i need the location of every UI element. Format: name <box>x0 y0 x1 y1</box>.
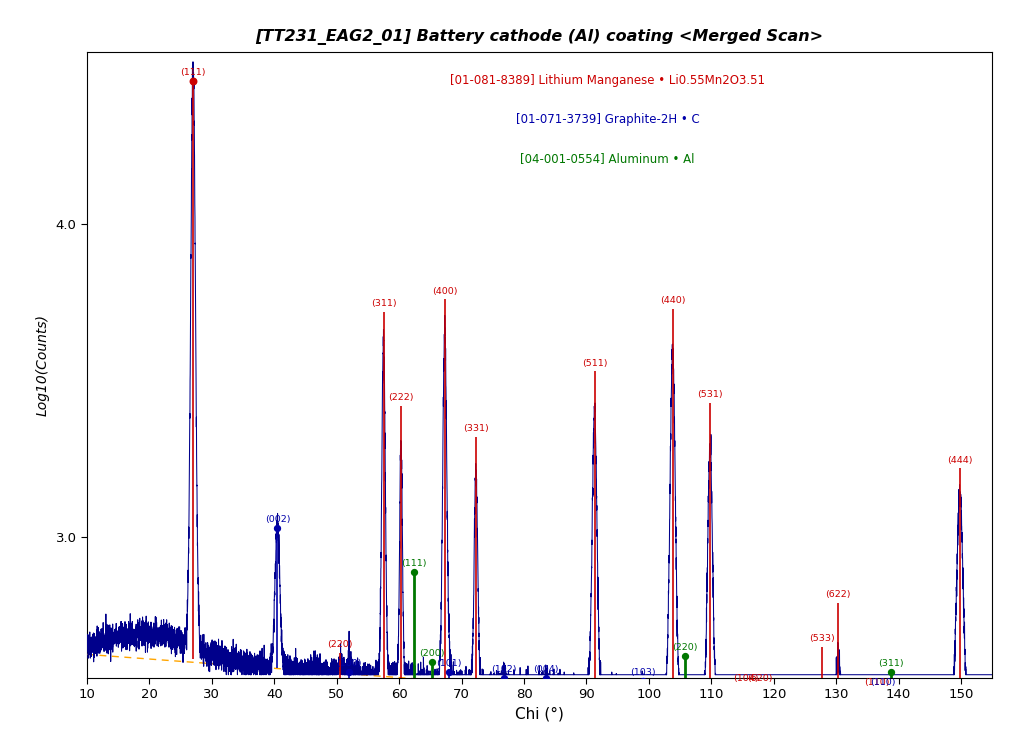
Text: (620): (620) <box>747 674 772 684</box>
Title: [TT231_EAG2_01] Battery cathode (Al) coating <Merged Scan>: [TT231_EAG2_01] Battery cathode (Al) coa… <box>256 29 824 46</box>
Text: (220): (220) <box>672 643 698 652</box>
Point <box>341 666 357 678</box>
Text: (002): (002) <box>265 515 291 524</box>
Point <box>441 666 457 678</box>
Text: (111): (111) <box>401 559 427 568</box>
Text: (110): (110) <box>871 678 896 687</box>
Point <box>185 75 202 87</box>
Point <box>883 666 899 678</box>
Text: (110): (110) <box>864 678 890 687</box>
Text: (440): (440) <box>660 296 685 305</box>
Point <box>634 675 651 687</box>
Text: (111): (111) <box>180 68 206 77</box>
Y-axis label: Log10(Counts): Log10(Counts) <box>36 314 50 416</box>
Text: (100): (100) <box>337 659 362 668</box>
Text: (533): (533) <box>809 634 836 643</box>
X-axis label: Chi (°): Chi (°) <box>516 707 564 722</box>
Point <box>496 672 513 684</box>
Text: (222): (222) <box>389 393 413 402</box>
Text: (200): (200) <box>418 649 444 658</box>
Point <box>424 656 440 668</box>
Point <box>538 672 554 684</box>
Text: (531): (531) <box>698 390 723 399</box>
Text: [04-001-0554] Aluminum • Al: [04-001-0554] Aluminum • Al <box>521 152 695 165</box>
Text: (104): (104) <box>732 674 758 684</box>
Point <box>875 685 891 697</box>
Text: (331): (331) <box>463 424 489 434</box>
Text: (220): (220) <box>327 640 353 649</box>
Text: (101): (101) <box>437 659 461 668</box>
Point <box>269 522 285 534</box>
Text: (444): (444) <box>947 455 973 464</box>
Text: (102): (102) <box>491 665 517 674</box>
Text: (004): (004) <box>533 665 559 674</box>
Text: (511): (511) <box>582 359 608 368</box>
Text: [01-071-3739] Graphite-2H • C: [01-071-3739] Graphite-2H • C <box>516 113 700 126</box>
Point <box>677 650 694 662</box>
Text: [01-081-8389] Lithium Manganese • Li0.55Mn2O3.51: [01-081-8389] Lithium Manganese • Li0.55… <box>450 74 765 88</box>
Text: (622): (622) <box>826 590 851 599</box>
Text: (311): (311) <box>879 659 904 668</box>
Text: (400): (400) <box>432 287 457 296</box>
Text: (103): (103) <box>630 668 656 677</box>
Text: (311): (311) <box>370 299 396 309</box>
Point <box>405 565 421 577</box>
